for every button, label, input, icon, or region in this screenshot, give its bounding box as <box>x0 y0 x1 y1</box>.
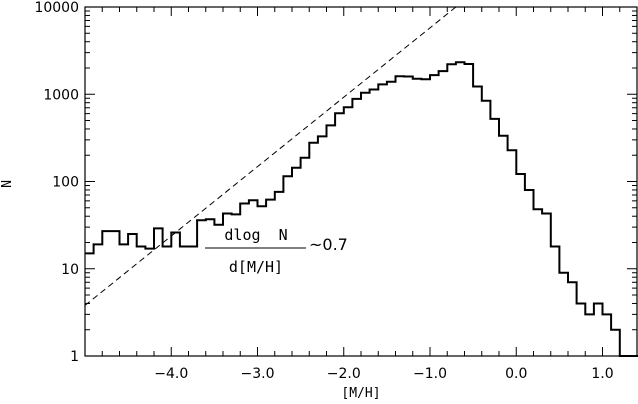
y-tick-label: 1000 <box>43 87 79 103</box>
x-axis-label: [M/H] <box>341 386 380 401</box>
x-tick-label: −3.0 <box>241 366 275 382</box>
x-tick-label: 1.0 <box>591 366 613 382</box>
x-tick-label: −4.0 <box>154 366 188 382</box>
y-tick-label: 1 <box>70 349 79 365</box>
y-tick-label: 100 <box>52 175 79 191</box>
annotation-slope-value: ~0.7 <box>309 235 348 254</box>
x-tick-label: −2.0 <box>327 366 361 382</box>
annotation-numerator: dlog N <box>224 226 287 244</box>
slope-annotation: dlog N d[M/H] ~0.7 <box>205 226 348 276</box>
metallicity-histogram <box>85 61 638 357</box>
y-axis-label: N <box>0 180 15 188</box>
plot-frame <box>84 6 638 357</box>
annotation-denominator: d[M/H] <box>229 258 283 276</box>
y-tick-label: 10 <box>61 262 79 278</box>
x-tick-label: 0.0 <box>505 366 527 382</box>
y-tick-label: 10000 <box>34 0 79 16</box>
x-tick-label: −1.0 <box>413 366 447 382</box>
